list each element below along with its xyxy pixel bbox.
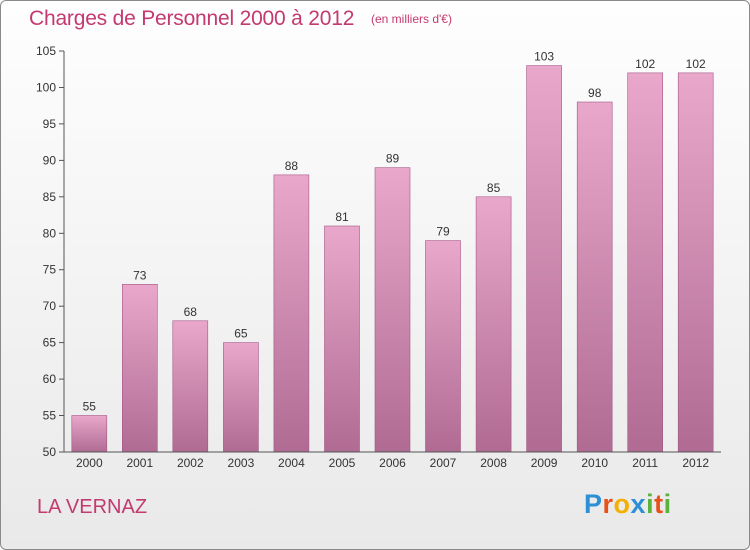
y-tick-label-65: 65 [43, 336, 57, 350]
y-tick-label-95: 95 [43, 117, 57, 131]
bar-2006 [374, 167, 411, 453]
value-label-2008: 85 [487, 181, 501, 195]
commune-name: LA VERNAZ [37, 496, 148, 518]
bar-2002 [172, 320, 209, 453]
bar-2007 [425, 240, 461, 453]
value-label-2010: 98 [588, 86, 602, 100]
value-label-2004: 88 [285, 159, 299, 173]
x-tick-label-2006: 2006 [379, 456, 406, 470]
y-tick-label-75: 75 [43, 263, 57, 277]
bar-2010 [576, 101, 613, 453]
bar-2000 [71, 415, 108, 453]
x-tick-label-2004: 2004 [278, 456, 305, 470]
value-label-2005: 81 [335, 210, 349, 224]
y-tick-label-70: 70 [43, 299, 57, 313]
logo-letter: t [654, 489, 664, 519]
x-tick-label-2010: 2010 [581, 456, 608, 470]
logo-letter: r [602, 489, 614, 519]
x-tick-label-2008: 2008 [480, 456, 507, 470]
y-tick-label-100: 100 [36, 81, 56, 95]
bar-2005 [324, 225, 360, 453]
y-tick-label-50: 50 [43, 445, 57, 459]
value-label-2001: 73 [133, 268, 147, 282]
x-tick-label-2003: 2003 [228, 456, 255, 470]
y-tick-label-85: 85 [43, 190, 57, 204]
logo-letter: i [663, 489, 672, 519]
value-label-2007: 79 [436, 225, 450, 239]
y-tick-label-90: 90 [43, 153, 57, 167]
bar-2008 [475, 196, 512, 453]
value-label-2000: 55 [83, 400, 97, 414]
bar-2001 [122, 283, 158, 453]
chart-subtitle: (en milliers d'€) [371, 12, 452, 26]
logo-letter: x [630, 489, 647, 519]
value-label-2011: 102 [635, 57, 655, 71]
x-tick-label-2011: 2011 [632, 456, 658, 470]
chart-title: Charges de Personnel 2000 à 2012 [29, 7, 355, 30]
x-tick-label-2000: 2000 [76, 456, 103, 470]
value-label-2006: 89 [386, 152, 400, 166]
x-tick-label-2002: 2002 [177, 456, 204, 470]
y-tick-label-60: 60 [43, 372, 57, 386]
bar-2009 [526, 65, 562, 453]
bar-2003 [223, 342, 259, 453]
y-tick-label-55: 55 [43, 409, 57, 423]
proxiti-logo: Proxiti [584, 489, 672, 520]
value-label-2003: 65 [234, 327, 248, 341]
value-label-2009: 103 [534, 50, 554, 64]
x-tick-label-2009: 2009 [531, 456, 558, 470]
bar-2004 [273, 174, 310, 453]
value-label-2012: 102 [686, 57, 706, 71]
value-label-2002: 68 [184, 305, 198, 319]
y-tick-label-105: 105 [36, 44, 56, 58]
x-tick-label-2005: 2005 [329, 456, 356, 470]
bar-2011 [627, 72, 664, 453]
logo-letter: P [584, 489, 603, 519]
bar-2012 [677, 72, 714, 453]
x-tick-label-2007: 2007 [430, 456, 457, 470]
x-tick-label-2012: 2012 [682, 456, 709, 470]
logo-letter: i [646, 489, 655, 519]
x-tick-label-2001: 2001 [126, 456, 153, 470]
logo-letter: o [613, 489, 631, 519]
y-tick-label-80: 80 [43, 226, 57, 240]
